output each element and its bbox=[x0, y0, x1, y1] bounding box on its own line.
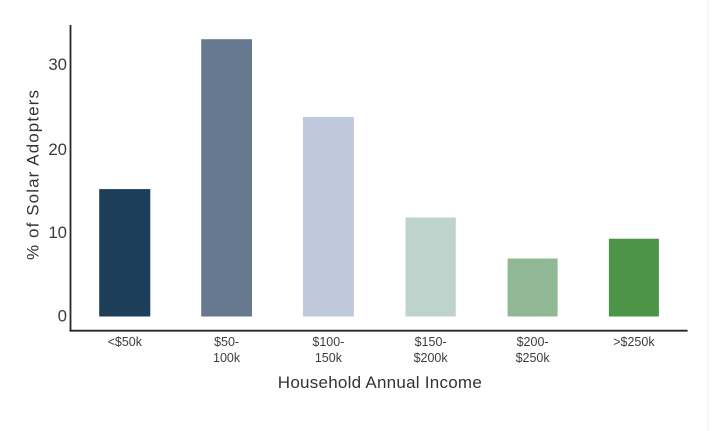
svg-text:$250k: $250k bbox=[516, 351, 551, 365]
svg-text:<$50k: <$50k bbox=[108, 335, 143, 349]
svg-text:$50-: $50- bbox=[214, 335, 239, 349]
svg-text:0: 0 bbox=[58, 307, 67, 326]
svg-text:$200-: $200- bbox=[517, 335, 549, 349]
svg-text:10: 10 bbox=[48, 223, 67, 242]
svg-text:150k: 150k bbox=[315, 351, 343, 365]
svg-text:$100-: $100- bbox=[312, 335, 344, 349]
svg-text:>$250k: >$250k bbox=[613, 335, 655, 349]
svg-text:$150-: $150- bbox=[415, 335, 447, 349]
svg-text:% of Solar Adopters: % of Solar Adopters bbox=[24, 90, 43, 260]
svg-text:30: 30 bbox=[48, 55, 67, 74]
svg-text:100k: 100k bbox=[213, 351, 241, 365]
svg-text:20: 20 bbox=[48, 140, 67, 159]
svg-text:Household Annual Income: Household Annual Income bbox=[278, 373, 482, 392]
svg-text:$200k: $200k bbox=[414, 351, 449, 365]
